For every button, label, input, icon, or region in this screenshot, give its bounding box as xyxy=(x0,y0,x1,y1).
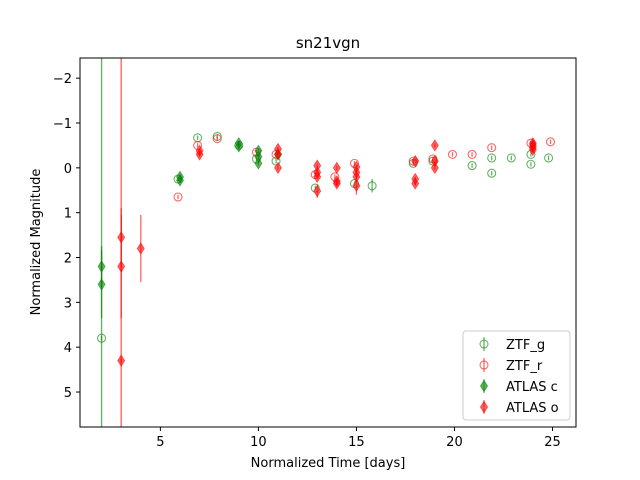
data-point xyxy=(274,161,282,175)
data-point xyxy=(212,134,222,144)
data-point xyxy=(254,157,263,170)
x-tick-label: 15 xyxy=(348,435,365,450)
legend-box xyxy=(462,330,571,421)
legend: ZTF_g ZTF_r ATLAS c ATLAS o xyxy=(462,330,571,421)
x-axis-label: Normalized Time [days] xyxy=(251,456,406,471)
data-point xyxy=(528,143,537,157)
legend-entry-label: ATLAS c xyxy=(506,380,558,395)
legend-entry-label: ZTF_r xyxy=(506,359,543,374)
data-point xyxy=(506,153,516,163)
data-point xyxy=(313,170,322,184)
data-point xyxy=(332,177,341,190)
data-point xyxy=(176,174,184,187)
data-point xyxy=(367,181,377,191)
data-point xyxy=(411,154,420,168)
x-tick-label: 20 xyxy=(446,435,463,450)
data-point xyxy=(313,184,322,198)
data-point xyxy=(545,137,556,147)
data-point xyxy=(526,159,536,169)
data-point xyxy=(173,192,183,202)
legend-entry-label: ATLAS o xyxy=(506,401,559,416)
y-tick-label: 2 xyxy=(64,252,72,267)
y-tick-label: 4 xyxy=(64,341,72,356)
x-tick-label: 25 xyxy=(544,435,561,450)
data-point xyxy=(467,149,477,159)
data-point xyxy=(254,144,263,158)
legend-entry-label: ZTF_g xyxy=(506,338,545,353)
data-point xyxy=(487,143,497,153)
y-axis-ticks: −2 −1 0 1 2 3 4 5 xyxy=(53,72,80,401)
data-point xyxy=(136,242,145,255)
y-tick-label: 0 xyxy=(64,162,72,177)
data-point xyxy=(117,354,126,367)
plot-marks xyxy=(97,58,556,427)
data-point xyxy=(332,161,341,175)
y-tick-label: 5 xyxy=(64,386,72,401)
data-point xyxy=(117,260,126,273)
data-point xyxy=(195,144,204,158)
data-point xyxy=(487,168,497,178)
series-atlas-o xyxy=(117,136,537,367)
legend-marker xyxy=(479,339,489,349)
legend-marker xyxy=(479,379,489,393)
data-point xyxy=(97,333,107,343)
data-point xyxy=(430,139,439,152)
data-point xyxy=(411,177,420,190)
data-point xyxy=(234,136,243,150)
data-point xyxy=(274,142,282,156)
series-atlas-c xyxy=(97,136,282,319)
x-tick-label: 5 xyxy=(156,435,164,450)
y-axis-label: Normalized Magnitude xyxy=(29,169,44,316)
data-point xyxy=(352,160,361,174)
y-tick-label: −2 xyxy=(53,72,72,87)
chart-title: sn21vgn xyxy=(296,34,360,52)
y-tick-label: 3 xyxy=(64,296,72,311)
data-point xyxy=(352,179,361,193)
plot-area-frame xyxy=(79,57,577,428)
data-point xyxy=(430,161,439,175)
x-tick-label: 10 xyxy=(250,435,267,450)
data-point xyxy=(487,153,497,163)
data-point xyxy=(313,159,322,172)
y-tick-label: 1 xyxy=(64,207,72,222)
y-tick-label: −1 xyxy=(53,117,72,132)
x-axis-ticks: 5 10 15 20 25 xyxy=(156,427,561,450)
data-point xyxy=(467,161,477,171)
legend-marker xyxy=(479,400,489,414)
data-point xyxy=(544,153,554,163)
data-point xyxy=(97,278,106,291)
legend-marker xyxy=(479,360,489,370)
data-point xyxy=(447,149,458,159)
